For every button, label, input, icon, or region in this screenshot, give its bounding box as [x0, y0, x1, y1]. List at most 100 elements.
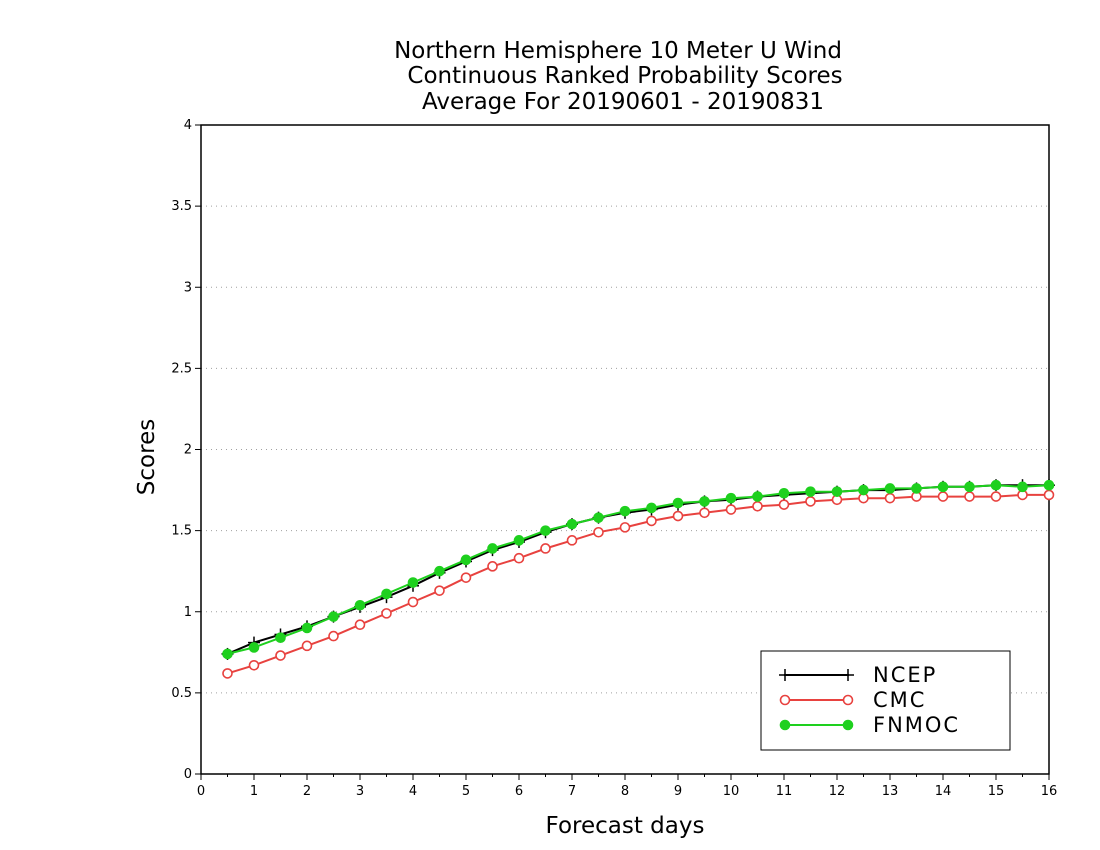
series-cmc-point	[381, 608, 392, 619]
series-ncep	[221, 479, 1055, 660]
x-tick-label: 11	[776, 784, 793, 799]
y-tick-label: 1.5	[171, 524, 192, 539]
legend-ncep-label: NCEP	[873, 663, 937, 687]
x-tick-label: 15	[988, 784, 1005, 799]
y-tick-label: 3	[184, 280, 192, 295]
legend-ncep-point	[842, 669, 854, 681]
series-cmc-point	[672, 510, 684, 522]
x-tick-label: 13	[882, 784, 899, 799]
y-tick-label: 3.5	[171, 199, 192, 214]
series-fnmoc-point	[593, 512, 604, 523]
series-cmc-point	[964, 491, 975, 502]
series-fnmoc-point	[937, 481, 949, 493]
series-cmc-point	[778, 499, 790, 510]
x-tick-label: 7	[568, 784, 576, 799]
x-tick-label: 5	[462, 784, 470, 799]
legend-fnmoc: FNMOC	[779, 713, 960, 737]
series-fnmoc-point	[805, 486, 816, 497]
series-fnmoc-point	[619, 505, 631, 517]
y-tick-label: 1	[184, 605, 192, 620]
series-cmc-point	[513, 552, 525, 564]
title-line-1: Northern Hemisphere 10 Meter U Wind	[394, 38, 842, 64]
series-fnmoc-point	[407, 577, 419, 588]
series-cmc-point	[566, 535, 578, 546]
series-cmc	[222, 489, 1055, 679]
y-axis-title: Scores	[134, 419, 160, 495]
legend-cmc-label: CMC	[873, 688, 926, 712]
series-fnmoc-point	[354, 599, 366, 611]
series-fnmoc-point	[990, 479, 1002, 491]
series-fnmoc-point	[646, 502, 657, 514]
series-cmc-point	[275, 650, 286, 661]
series-fnmoc-point	[911, 483, 922, 494]
x-tick-label: 0	[197, 784, 205, 799]
series-cmc-point	[805, 496, 816, 507]
series-fnmoc	[222, 479, 1055, 660]
x-tick-label: 10	[723, 784, 740, 799]
x-tick-label: 3	[356, 784, 364, 799]
series-cmc-point	[540, 543, 551, 554]
x-tick-label: 12	[829, 784, 846, 799]
legend-cmc-point	[842, 694, 854, 706]
series-fnmoc-point	[381, 588, 392, 600]
legend-fnmoc-label: FNMOC	[873, 713, 960, 737]
series-cmc-point	[460, 572, 472, 583]
x-tick-label: 1	[250, 784, 258, 799]
series-fnmoc-point	[460, 554, 472, 566]
x-axis-title: Forecast days	[546, 813, 705, 839]
series-cmc-point	[646, 515, 657, 527]
series-fnmoc-point	[566, 518, 578, 530]
series-cmc-point	[1043, 489, 1055, 501]
x-tick-label: 16	[1041, 784, 1058, 799]
x-tick-label: 2	[303, 784, 311, 799]
series-fnmoc-point	[858, 484, 869, 496]
series-fnmoc-point	[248, 642, 260, 653]
series-fnmoc-point	[672, 497, 684, 509]
series-fnmoc-point	[222, 648, 233, 660]
title-line-2: Continuous Ranked Probability Scores	[407, 63, 842, 89]
series-cmc-line	[227, 493, 1049, 675]
series-cmc-point	[222, 668, 233, 679]
series-cmc-point	[328, 630, 339, 642]
y-tick-label: 0	[184, 767, 192, 782]
series-cmc-point	[752, 500, 763, 512]
series-fnmoc-point	[1017, 481, 1028, 493]
series-cmc-point	[884, 492, 896, 504]
y-tick-label: 0.5	[171, 686, 192, 701]
legend-ncep-point	[779, 669, 791, 681]
legend-cmc: CMC	[779, 688, 926, 712]
x-tick-label: 14	[935, 784, 952, 799]
legend-cmc-point	[779, 694, 791, 706]
series-cmc-point	[593, 526, 604, 538]
series-fnmoc-point	[540, 525, 551, 536]
series-lines	[221, 479, 1055, 679]
series-fnmoc-point	[275, 632, 286, 644]
series-cmc-point	[354, 619, 366, 631]
series-cmc-point	[725, 504, 737, 515]
series-cmc-point	[619, 522, 631, 533]
x-tick-label: 9	[674, 784, 682, 799]
legend-fnmoc-point	[842, 719, 854, 731]
series-cmc-point	[248, 659, 260, 671]
series-fnmoc-point	[699, 496, 710, 507]
y-tick-label: 2.5	[171, 361, 192, 376]
series-fnmoc-point	[964, 481, 975, 493]
series-cmc-point	[699, 507, 710, 519]
series-fnmoc-point	[1043, 479, 1055, 491]
series-fnmoc-point	[884, 483, 896, 494]
series-fnmoc-point	[831, 486, 843, 497]
y-tick-label: 2	[184, 443, 192, 458]
x-tick-label: 8	[621, 784, 629, 799]
series-cmc-point	[434, 585, 445, 596]
series-cmc-point	[937, 491, 949, 502]
series-fnmoc-point	[725, 492, 737, 504]
series-fnmoc-point	[434, 565, 445, 577]
x-tick-label: 4	[409, 784, 417, 799]
y-tick-label: 4	[184, 118, 192, 133]
y-axis-ticks: 0 0.5 1 1.5 2 2.5 3 3.5 4	[171, 118, 201, 782]
series-cmc-point	[487, 561, 498, 572]
x-tick-label: 6	[515, 784, 523, 799]
legend-fnmoc-point	[779, 719, 791, 731]
